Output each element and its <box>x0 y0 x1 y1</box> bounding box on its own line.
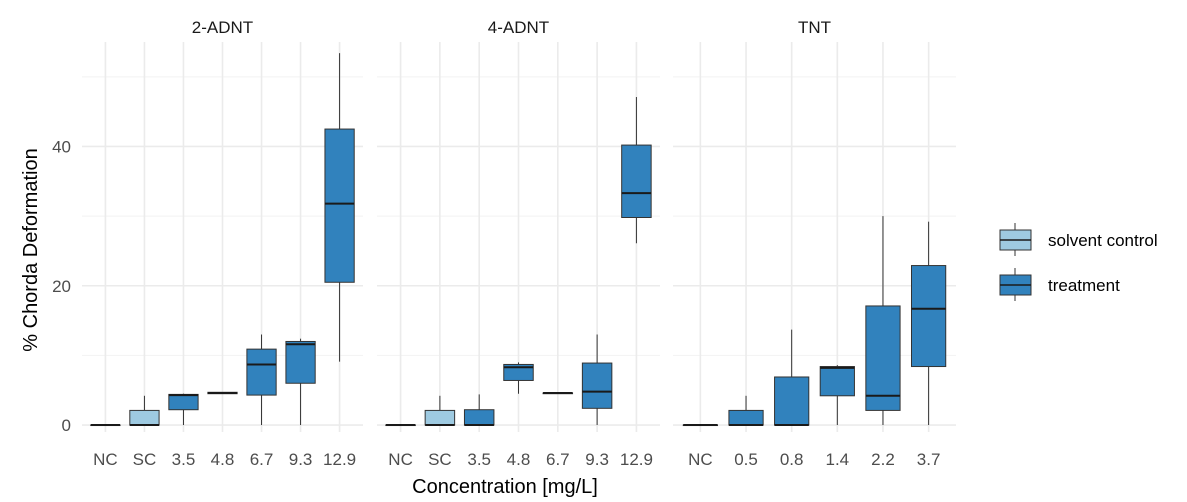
box-2-ADNT-9.3 <box>285 338 316 426</box>
box-TNT-0.5 <box>728 395 764 427</box>
x-axis-title: Concentration [mg/L] <box>412 476 598 497</box>
box-TNT-0.8 <box>774 329 810 427</box>
x-tick-label: 2.2 <box>871 450 895 469</box>
x-tick-label: NC <box>688 450 713 469</box>
box-body <box>324 128 355 283</box>
x-tick-label: 6.7 <box>250 450 274 469</box>
box-body <box>129 409 160 426</box>
box-body <box>910 265 947 368</box>
box-2-ADNT-6.7 <box>246 334 277 426</box>
x-tick-label: 9.3 <box>289 450 313 469</box>
x-tick-label: NC <box>93 450 118 469</box>
y-tick-label: 20 <box>52 277 71 296</box>
y-tick-label: 40 <box>52 137 71 156</box>
x-tick-label: 3.7 <box>917 450 941 469</box>
box-2-ADNT-4.8 <box>207 391 238 395</box>
box-body <box>424 409 456 426</box>
box-2-ADNT-SC <box>129 395 160 427</box>
box-body <box>246 348 277 396</box>
panel-title: 4-ADNT <box>488 18 549 37</box>
x-tick-label: 4.8 <box>507 450 531 469</box>
box-2-ADNT-3.5 <box>168 393 199 426</box>
x-tick-label: SC <box>428 450 452 469</box>
box-TNT-3.7 <box>910 221 947 426</box>
x-tick-label: 12.9 <box>620 450 653 469</box>
box-4-ADNT-12.9 <box>621 97 652 244</box>
x-tick-label: SC <box>133 450 157 469</box>
x-tick-label: 0.8 <box>780 450 804 469</box>
box-layer <box>90 53 947 427</box>
box-body <box>503 363 534 381</box>
y-tick-label: 0 <box>62 416 71 435</box>
x-tick-label: 0.5 <box>734 450 758 469</box>
box-body <box>819 366 855 397</box>
x-tick-label: 3.5 <box>467 450 491 469</box>
box-body <box>463 409 495 426</box>
legend-label: solvent control <box>1048 231 1158 250</box>
x-tick-label: 12.9 <box>323 450 356 469</box>
box-4-ADNT-6.7 <box>542 392 574 395</box>
box-TNT-NC <box>682 424 719 427</box>
panel-title: 2-ADNT <box>192 18 253 37</box>
x-tick-label: 4.8 <box>211 450 235 469</box>
x-tick-label: 3.5 <box>172 450 196 469</box>
box-4-ADNT-NC <box>385 424 416 427</box>
box-body <box>621 144 652 218</box>
legend-item: solvent control <box>999 223 1158 256</box>
x-tick-label: 9.3 <box>585 450 609 469</box>
legend: solvent control treatment <box>999 223 1158 301</box>
x-tick-label: 6.7 <box>546 450 570 469</box>
box-body <box>581 362 613 409</box>
box-4-ADNT-3.5 <box>463 394 495 427</box>
box-body <box>728 409 764 426</box>
legend-item: treatment <box>999 268 1120 301</box>
box-4-ADNT-4.8 <box>503 362 534 394</box>
x-tick-label: NC <box>388 450 413 469</box>
x-tick-label: 1.4 <box>826 450 850 469</box>
box-body <box>285 340 316 384</box>
legend-label: treatment <box>1048 276 1120 295</box>
panel-title: TNT <box>798 18 831 37</box>
box-2-ADNT-NC <box>90 424 121 427</box>
box-body <box>865 305 901 411</box>
box-2-ADNT-12.9 <box>324 53 355 362</box>
box-4-ADNT-SC <box>424 395 456 427</box>
text-layer: NC SC 3.5 4.8 6.7 9.3 12.9 2-ADNT NC SC 3.5 4.8 6.7 9… <box>52 18 940 469</box>
box-body <box>774 376 810 426</box>
box-4-ADNT-9.3 <box>581 334 613 426</box>
box-TNT-2.2 <box>865 216 901 426</box>
box-body <box>168 393 199 411</box>
box-TNT-1.4 <box>819 365 855 426</box>
y-axis-title: % Chorda Deformation <box>20 148 42 351</box>
